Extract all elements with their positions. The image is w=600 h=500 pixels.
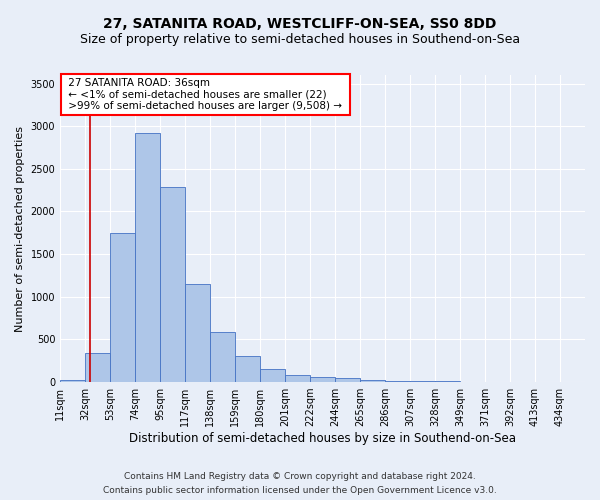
Text: 27, SATANITA ROAD, WESTCLIFF-ON-SEA, SS0 8DD: 27, SATANITA ROAD, WESTCLIFF-ON-SEA, SS0… [103,18,497,32]
Text: Contains public sector information licensed under the Open Government Licence v3: Contains public sector information licen… [103,486,497,495]
Bar [310,378,335,382]
Bar [285,376,310,382]
Bar [235,356,260,382]
Text: Contains HM Land Registry data © Crown copyright and database right 2024.: Contains HM Land Registry data © Crown c… [124,472,476,481]
Bar [210,332,235,382]
Bar [385,381,410,382]
Bar [335,378,360,382]
Text: Size of property relative to semi-detached houses in Southend-on-Sea: Size of property relative to semi-detach… [80,32,520,46]
Bar [135,133,160,382]
Bar [110,233,135,382]
Bar [360,380,385,382]
Bar [260,370,285,382]
Bar [410,381,435,382]
Bar [60,380,85,382]
Bar [85,353,110,382]
X-axis label: Distribution of semi-detached houses by size in Southend-on-Sea: Distribution of semi-detached houses by … [129,432,516,445]
Text: 27 SATANITA ROAD: 36sqm
 ← <1% of semi-detached houses are smaller (22)
 >99% of: 27 SATANITA ROAD: 36sqm ← <1% of semi-de… [65,78,346,112]
Bar [160,186,185,382]
Y-axis label: Number of semi-detached properties: Number of semi-detached properties [15,126,25,332]
Bar [185,284,210,382]
